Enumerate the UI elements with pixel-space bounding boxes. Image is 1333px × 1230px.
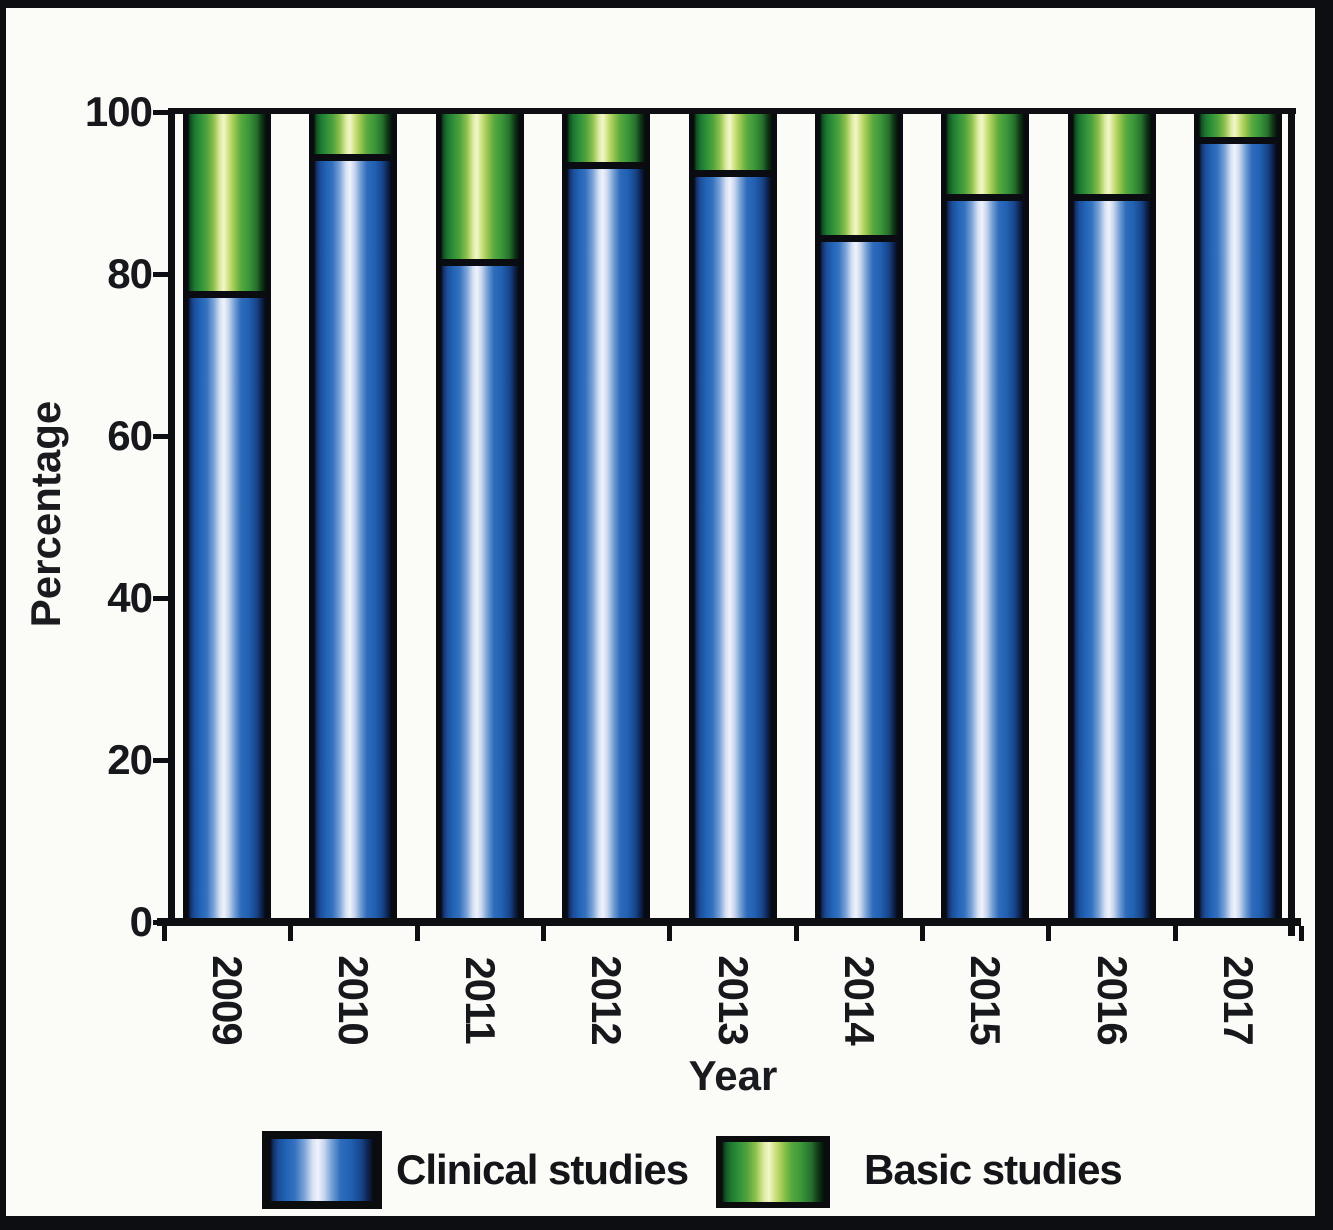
bar-segment-divider-2012 bbox=[567, 162, 645, 169]
y-axis-line bbox=[168, 108, 175, 926]
bar-segment-divider-2009 bbox=[188, 291, 266, 298]
plot-frame-top bbox=[168, 108, 1296, 114]
bar-segment-clinical-2012 bbox=[567, 169, 645, 918]
x-tick-label-2010: 2010 bbox=[330, 955, 377, 1045]
bar-segment-basic-2011 bbox=[441, 114, 519, 259]
x-axis-line bbox=[157, 918, 1301, 926]
bar-segment-divider-2013 bbox=[694, 170, 772, 177]
bar-segment-basic-2014 bbox=[820, 114, 898, 235]
bar-2013 bbox=[689, 114, 777, 918]
bar-segment-clinical-2016 bbox=[1073, 201, 1151, 918]
bar-segment-clinical-2011 bbox=[441, 266, 519, 918]
figure-border-left bbox=[0, 0, 6, 1230]
y-tick-label-80: 80 bbox=[107, 250, 153, 297]
x-tick-label-2011: 2011 bbox=[457, 956, 504, 1044]
bar-segment-divider-2015 bbox=[946, 194, 1024, 201]
bar-segment-divider-2010 bbox=[314, 154, 392, 161]
legend-label-clinical-studies: Clinical studies bbox=[396, 1146, 689, 1193]
y-tick-80 bbox=[153, 272, 169, 277]
x-tick-2 bbox=[415, 926, 420, 941]
x-tick-6 bbox=[920, 926, 925, 941]
y-tick-label-100: 100 bbox=[84, 88, 153, 135]
figure-border-bottom bbox=[0, 1216, 1333, 1230]
bar-segment-basic-2013 bbox=[694, 114, 772, 170]
bar-2014 bbox=[815, 114, 903, 918]
y-tick-40 bbox=[153, 596, 169, 601]
y-tick-0 bbox=[153, 920, 169, 925]
bar-segment-basic-2010 bbox=[314, 114, 392, 154]
bar-segment-basic-2017 bbox=[1199, 114, 1277, 137]
y-tick-label-60: 60 bbox=[107, 412, 153, 459]
x-tick-3 bbox=[541, 926, 546, 941]
x-tick-5 bbox=[794, 926, 799, 941]
legend-swatch-basic-studies bbox=[716, 1136, 830, 1208]
bar-segment-divider-2011 bbox=[441, 259, 519, 266]
legend-label-basic-studies: Basic studies bbox=[864, 1146, 1123, 1193]
bar-2010 bbox=[309, 114, 397, 918]
bar-2017 bbox=[1194, 114, 1282, 918]
figure-border-top bbox=[0, 0, 1333, 8]
bar-2012 bbox=[562, 114, 650, 918]
y-tick-label-40: 40 bbox=[107, 574, 153, 621]
x-tick-label-2012: 2012 bbox=[583, 955, 630, 1045]
bar-2009 bbox=[183, 114, 271, 918]
y-tick-60 bbox=[153, 434, 169, 439]
bar-segment-clinical-2013 bbox=[694, 177, 772, 918]
bar-segment-divider-2017 bbox=[1199, 137, 1277, 144]
bar-segment-basic-2009 bbox=[188, 114, 266, 291]
y-tick-100 bbox=[153, 110, 169, 115]
y-tick-label-0: 0 bbox=[129, 898, 153, 945]
bar-segment-basic-2016 bbox=[1073, 114, 1151, 194]
x-tick-4 bbox=[667, 926, 672, 941]
legend-swatch-clinical-studies bbox=[262, 1131, 382, 1209]
x-axis-title: Year bbox=[688, 1052, 778, 1099]
x-tick-label-2013: 2013 bbox=[710, 955, 757, 1045]
x-tick-0 bbox=[162, 926, 167, 941]
bar-2016 bbox=[1068, 114, 1156, 918]
bar-segment-divider-2016 bbox=[1073, 194, 1151, 201]
plot-frame-right bbox=[1288, 108, 1295, 936]
x-tick-8 bbox=[1173, 926, 1178, 941]
bar-segment-clinical-2017 bbox=[1199, 144, 1277, 918]
figure-border-right bbox=[1315, 0, 1333, 1230]
bar-2015 bbox=[941, 114, 1029, 918]
y-tick-label-20: 20 bbox=[107, 736, 153, 783]
bar-segment-clinical-2015 bbox=[946, 201, 1024, 918]
x-tick-label-2017: 2017 bbox=[1215, 955, 1262, 1045]
y-tick-20 bbox=[153, 758, 169, 763]
bar-segment-clinical-2014 bbox=[820, 242, 898, 918]
x-tick-label-2014: 2014 bbox=[836, 955, 883, 1045]
x-tick-9 bbox=[1299, 926, 1304, 941]
bar-segment-clinical-2010 bbox=[314, 161, 392, 918]
x-tick-label-2009: 2009 bbox=[204, 955, 251, 1045]
bar-segment-divider-2014 bbox=[820, 235, 898, 242]
x-tick-label-2016: 2016 bbox=[1089, 955, 1136, 1045]
x-tick-1 bbox=[288, 926, 293, 941]
bar-2011 bbox=[436, 114, 524, 918]
bar-segment-clinical-2009 bbox=[188, 298, 266, 918]
bar-segment-basic-2012 bbox=[567, 114, 645, 162]
bar-segment-basic-2015 bbox=[946, 114, 1024, 194]
x-tick-7 bbox=[1046, 926, 1051, 941]
x-tick-label-2015: 2015 bbox=[962, 955, 1009, 1045]
